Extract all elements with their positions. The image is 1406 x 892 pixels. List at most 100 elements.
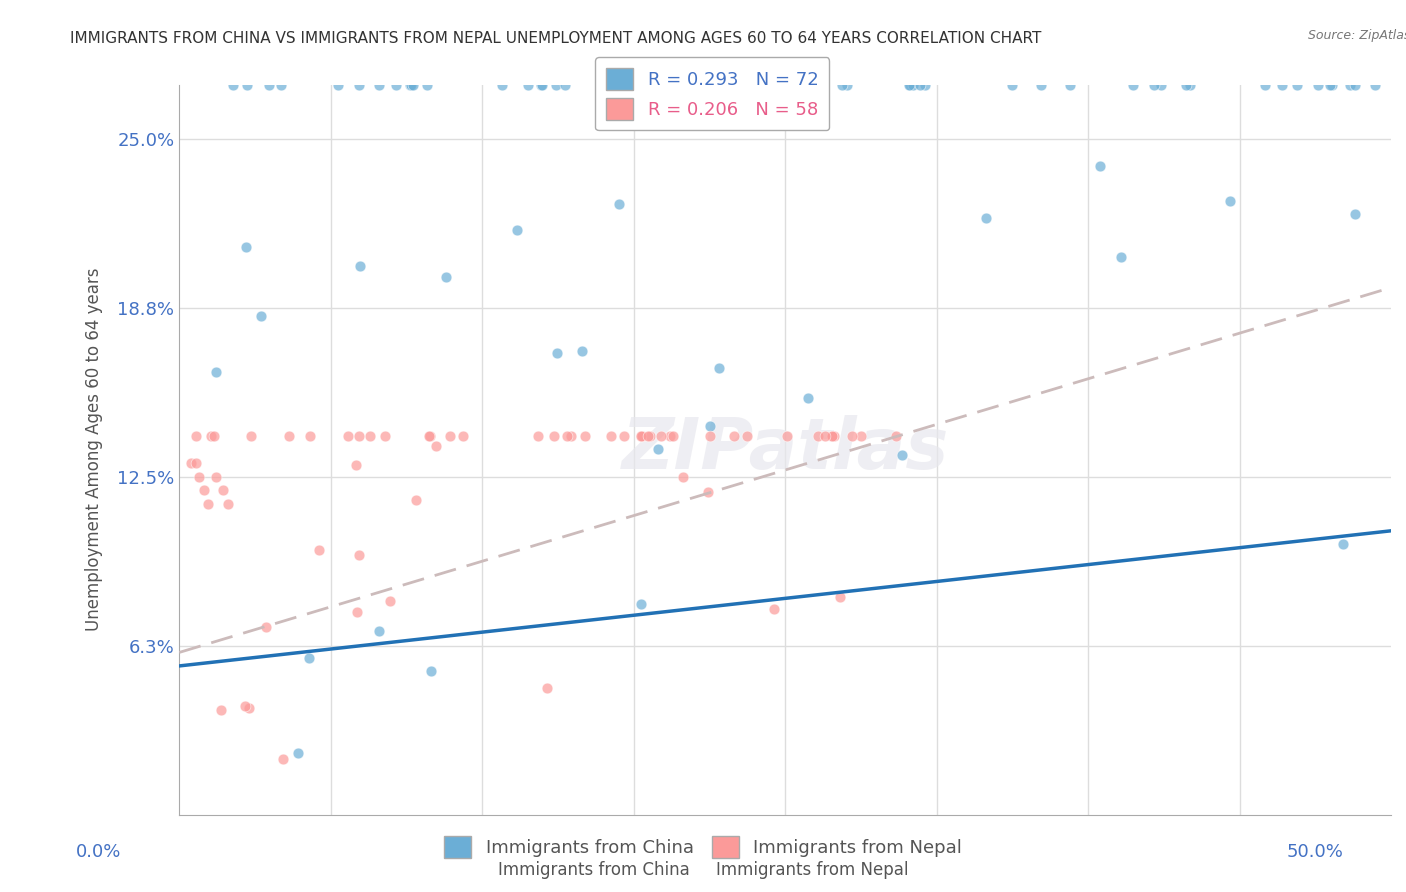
Point: [821, 429, 844, 443]
Point: [187, 469, 209, 483]
Point: [367, 624, 389, 639]
Point: [347, 548, 370, 562]
Text: IMMIGRANTS FROM CHINA VS IMMIGRANTS FROM NEPAL UNEMPLOYMENT AMONG AGES 60 TO 64 : IMMIGRANTS FROM CHINA VS IMMIGRANTS FROM…: [70, 31, 1042, 46]
Point: [346, 606, 368, 620]
Point: [658, 429, 681, 443]
Point: [630, 429, 652, 443]
Point: [374, 429, 396, 443]
Point: [415, 78, 437, 92]
Point: [197, 497, 219, 511]
Point: [530, 78, 553, 92]
Point: [1122, 78, 1144, 92]
Point: [699, 419, 721, 434]
Point: [620, 78, 643, 92]
Point: [697, 484, 720, 499]
Point: [554, 78, 576, 92]
Point: [630, 429, 652, 443]
Point: [221, 78, 243, 92]
Point: [240, 429, 263, 443]
Point: [1178, 78, 1201, 92]
Point: [517, 78, 540, 92]
Point: [630, 597, 652, 611]
Point: [914, 78, 936, 92]
Point: [841, 429, 863, 443]
Point: [797, 391, 820, 405]
Point: [180, 456, 202, 470]
Point: [402, 78, 425, 92]
Point: [763, 602, 786, 616]
Point: [804, 78, 827, 92]
Point: [723, 429, 745, 443]
Point: [250, 309, 273, 323]
Point: [349, 259, 371, 273]
Point: [1174, 78, 1197, 92]
Point: [1271, 78, 1294, 92]
Point: [737, 429, 759, 443]
Point: [270, 78, 292, 92]
Point: [637, 429, 659, 443]
Point: [849, 429, 872, 443]
Point: [297, 651, 319, 665]
Point: [378, 594, 401, 608]
Point: [308, 542, 330, 557]
Text: 50.0%: 50.0%: [1286, 843, 1343, 861]
Point: [526, 429, 548, 443]
Point: [823, 429, 845, 443]
Point: [1109, 250, 1132, 264]
Point: [336, 429, 359, 443]
Point: [974, 211, 997, 225]
Point: [238, 700, 260, 714]
Point: [326, 78, 349, 92]
Point: [647, 442, 669, 456]
Point: [1150, 78, 1173, 92]
Point: [727, 78, 749, 92]
Point: [1088, 159, 1111, 173]
Point: [419, 429, 441, 443]
Point: [814, 429, 837, 443]
Point: [385, 78, 408, 92]
Point: [571, 343, 593, 358]
Text: ZIPatlas: ZIPatlas: [621, 416, 949, 484]
Point: [453, 429, 475, 443]
Text: Immigrants from China     Immigrants from Nepal: Immigrants from China Immigrants from Ne…: [498, 861, 908, 879]
Point: [401, 78, 423, 92]
Point: [891, 448, 914, 462]
Point: [775, 78, 797, 92]
Point: [609, 196, 631, 211]
Legend: Immigrants from China, Immigrants from Nepal: Immigrants from China, Immigrants from N…: [437, 829, 969, 865]
Point: [434, 270, 457, 285]
Point: [1331, 537, 1354, 551]
Point: [200, 429, 222, 443]
Point: [546, 78, 568, 92]
Point: [277, 429, 299, 443]
Point: [543, 429, 565, 443]
Point: [193, 483, 215, 498]
Point: [209, 703, 232, 717]
Point: [1320, 78, 1343, 92]
Point: [254, 620, 277, 634]
Point: [202, 429, 225, 443]
Point: [908, 78, 931, 92]
Point: [901, 78, 924, 92]
Point: [530, 78, 553, 92]
Point: [776, 429, 799, 443]
Point: [204, 469, 226, 483]
Point: [1364, 78, 1386, 92]
Point: [287, 747, 309, 761]
Point: [897, 78, 920, 92]
Point: [347, 429, 370, 443]
Point: [186, 456, 208, 470]
Point: [898, 78, 921, 92]
Point: [599, 429, 621, 443]
Point: [1319, 78, 1341, 92]
Point: [398, 78, 420, 92]
Point: [709, 361, 731, 376]
Point: [810, 78, 832, 92]
Point: [506, 223, 529, 237]
Point: [1308, 78, 1330, 92]
Point: [831, 78, 853, 92]
Point: [555, 429, 578, 443]
Point: [299, 429, 322, 443]
Point: [662, 429, 685, 443]
Point: [425, 439, 447, 453]
